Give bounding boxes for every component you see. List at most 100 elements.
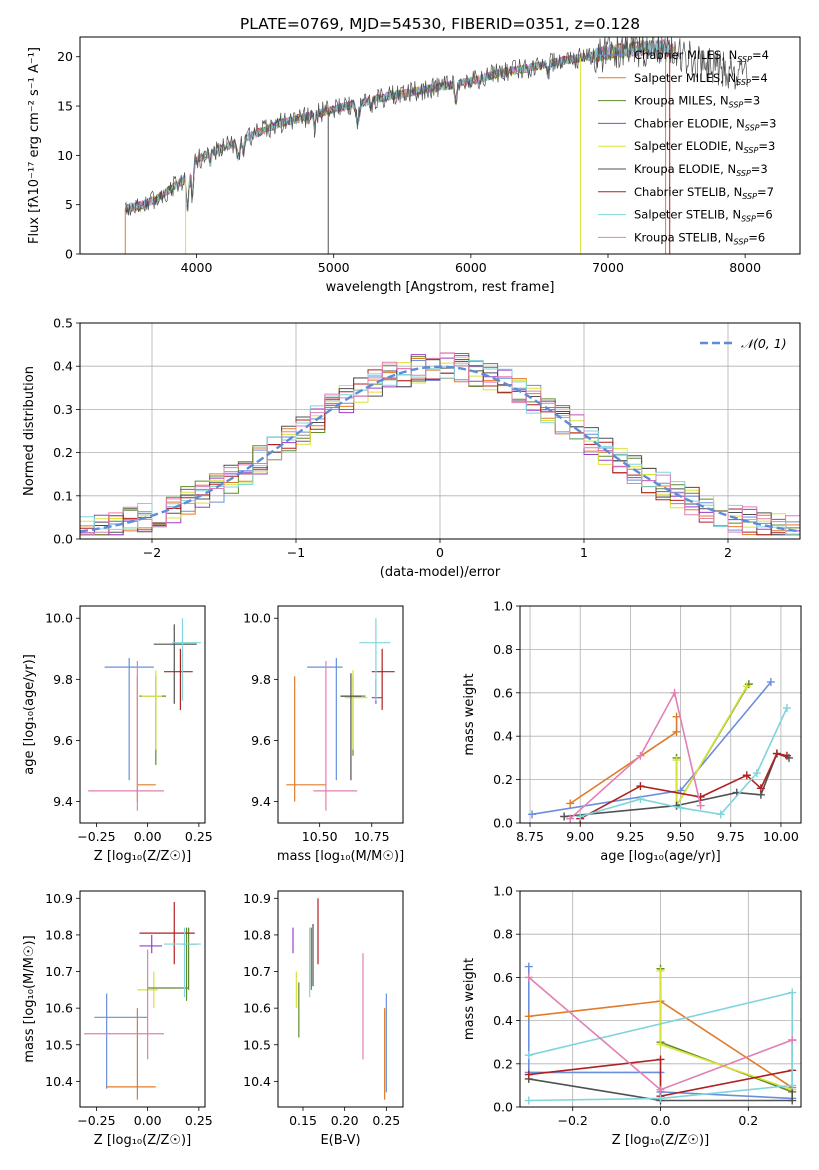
spectrum-line-series-7 bbox=[124, 40, 674, 213]
y-axis-label: mass weight bbox=[462, 958, 477, 1040]
y-tick-label: 0.8 bbox=[493, 927, 513, 942]
x-tick-label: 0.20 bbox=[331, 1113, 359, 1128]
spectrum-line-series-5 bbox=[124, 37, 748, 216]
weight-marker bbox=[524, 1070, 533, 1079]
x-axis-label: E(B-V) bbox=[320, 1133, 360, 1148]
x-tick-label: 0.15 bbox=[289, 1113, 317, 1128]
weight-marker bbox=[772, 749, 781, 758]
legend-label-7: Salpeter STELIB, NSSP=6 bbox=[634, 208, 773, 224]
y-tick-label: 0.8 bbox=[493, 642, 513, 657]
y-tick-label: 10.7 bbox=[45, 964, 73, 979]
y-tick-label: 0.4 bbox=[53, 359, 73, 374]
y-tick-label: 10.8 bbox=[243, 927, 271, 942]
weight-marker bbox=[742, 682, 751, 691]
y-tick-label: 1.0 bbox=[493, 884, 513, 899]
y-tick-label: 10.4 bbox=[243, 1074, 271, 1089]
spectrum-line-series-2 bbox=[125, 39, 674, 213]
x-tick-label: 10.00 bbox=[763, 829, 799, 844]
y-tick-label: 10.0 bbox=[243, 611, 271, 626]
weight-marker bbox=[524, 1012, 533, 1021]
weight-marker bbox=[766, 677, 775, 686]
plot-area-age-vs-Z bbox=[88, 618, 201, 811]
spectrum-line-series-6 bbox=[124, 40, 674, 213]
weight-marker bbox=[752, 769, 761, 778]
y-tick-label: 0.5 bbox=[53, 316, 73, 331]
weight-marker bbox=[788, 988, 797, 997]
weight-marker bbox=[524, 962, 533, 971]
spectrum-line-series-0 bbox=[124, 38, 674, 212]
y-tick-label: 10.6 bbox=[45, 1001, 73, 1016]
figure-title: PLATE=0769, MJD=54530, FIBERID=0351, z=0… bbox=[240, 15, 640, 33]
y-tick-label: 15 bbox=[57, 99, 73, 114]
y-tick-label: 20 bbox=[57, 49, 73, 64]
y-tick-label: 10.9 bbox=[45, 891, 73, 906]
weight-marker bbox=[788, 1096, 797, 1105]
x-tick-label: 4000 bbox=[181, 260, 213, 275]
x-tick-label: 0 bbox=[436, 545, 444, 560]
spectrum-line-series-3 bbox=[124, 39, 674, 213]
y-tick-label: 0 bbox=[65, 247, 73, 262]
spectrum-line-series-1 bbox=[124, 39, 674, 213]
histogram-step-series-8 bbox=[80, 352, 800, 536]
x-axis-label: Z [log₁₀(Z/Z☉)] bbox=[612, 1133, 709, 1148]
legend-label-3: Chabrier ELODIE, NSSP=3 bbox=[634, 116, 776, 132]
weight-marker bbox=[566, 814, 575, 823]
x-tick-label: −2 bbox=[143, 545, 161, 560]
weight-marker bbox=[656, 1085, 665, 1094]
panel-spectrum: 4000 5000 6000 7000 8000 0 5 10 15 20 wavelength [… bbox=[27, 36, 801, 295]
x-tick-label: 0.25 bbox=[372, 1113, 400, 1128]
plot-area-age-vs-mass bbox=[286, 618, 395, 811]
y-tick-label: 0.2 bbox=[493, 772, 513, 787]
y-tick-label: 1.0 bbox=[493, 599, 513, 614]
weight-marker bbox=[656, 1040, 665, 1049]
weight-marker bbox=[636, 751, 645, 760]
panel-mass-vs-Z: −0.25 0.00 0.25 10.4 10.5 10.6 10.7 10.8 10.9 Z [… bbox=[22, 890, 213, 1148]
panel-age-vs-mass: 10.50 10.75 9.4 9.6 9.8 10.0 mass [log₁₀(M/M☉)… bbox=[243, 605, 404, 864]
weight-line-series-4 bbox=[659, 970, 793, 1091]
y-axis-label: Normed distribution bbox=[22, 366, 37, 496]
axes-frame bbox=[277, 890, 404, 1108]
axes-frame bbox=[277, 605, 404, 824]
x-tick-label: 9.75 bbox=[717, 829, 745, 844]
y-tick-label: 10.9 bbox=[243, 891, 271, 906]
y-tick-label: 10.5 bbox=[45, 1037, 73, 1052]
weight-marker bbox=[782, 751, 791, 760]
x-tick-label: 1 bbox=[580, 545, 588, 560]
axes-frame bbox=[519, 890, 802, 1108]
y-tick-label: 9.6 bbox=[53, 733, 73, 748]
axes-frame bbox=[519, 605, 802, 824]
plot-area-mass-vs-ebv bbox=[292, 898, 387, 1100]
weight-line-series-6 bbox=[528, 1058, 793, 1098]
weight-marker bbox=[716, 810, 725, 819]
x-tick-label: 8000 bbox=[729, 260, 761, 275]
y-tick-label: 9.8 bbox=[251, 672, 271, 687]
y-tick-label: 10.7 bbox=[243, 964, 271, 979]
x-tick-label: 9.50 bbox=[667, 829, 695, 844]
legend-label-2: Kroupa MILES, NSSP=3 bbox=[634, 94, 760, 110]
x-tick-label: 9.00 bbox=[566, 829, 594, 844]
panel-age-vs-Z: −0.25 0.00 0.25 9.4 9.6 9.8 10.0 Z [log₁₀(Z/Z☉)… bbox=[22, 605, 213, 864]
plot-area-mass-vs-Z bbox=[84, 901, 201, 1100]
y-axis-label: age [log₁₀(age/yr)] bbox=[22, 654, 37, 775]
weight-marker bbox=[576, 812, 585, 821]
x-tick-label: 8.75 bbox=[516, 829, 544, 844]
y-tick-label: 0.0 bbox=[493, 1100, 513, 1115]
y-tick-label: 5 bbox=[65, 197, 73, 212]
x-axis-label: Z [log₁₀(Z/Z☉)] bbox=[94, 849, 191, 864]
spectrum-line-series-4 bbox=[124, 40, 674, 212]
plot-area-spectrum bbox=[124, 37, 748, 254]
y-tick-label: 0.1 bbox=[53, 488, 73, 503]
weight-marker bbox=[782, 703, 791, 712]
x-tick-label: 0.2 bbox=[738, 1113, 758, 1128]
y-tick-label: 0.4 bbox=[493, 1013, 513, 1028]
weight-marker bbox=[636, 782, 645, 791]
y-tick-label: 10.5 bbox=[243, 1037, 271, 1052]
x-axis-label: wavelength [Angstrom, rest frame] bbox=[326, 280, 555, 295]
x-tick-label: 0.0 bbox=[651, 1113, 671, 1128]
panel-mass-vs-ebv: 0.15 0.20 0.25 10.4 10.5 10.6 10.7 10.8 10.9 E(B-… bbox=[243, 890, 404, 1148]
x-tick-label: −0.2 bbox=[558, 1113, 588, 1128]
weight-marker bbox=[656, 1094, 665, 1103]
y-tick-label: 9.8 bbox=[53, 672, 73, 687]
